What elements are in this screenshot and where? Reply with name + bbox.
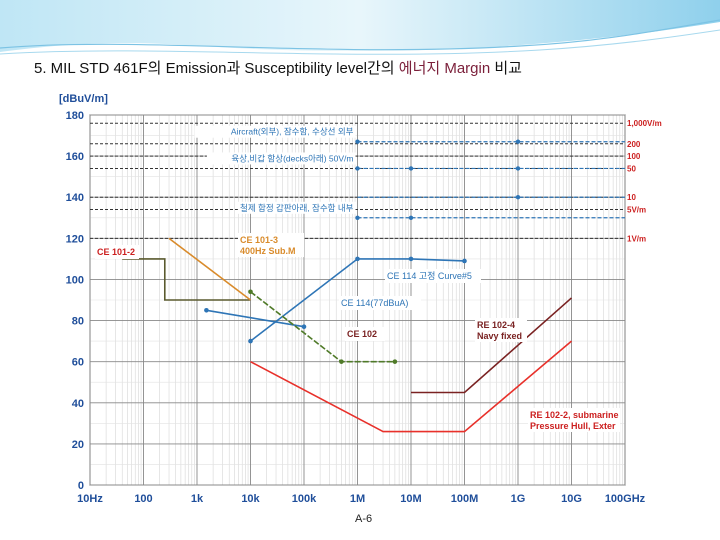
series-label-bg xyxy=(345,327,385,341)
series-label-bg xyxy=(238,233,304,257)
slide-title: 5. MIL STD 461F의 Emission과 Susceptibilit… xyxy=(34,57,522,78)
series-label-bg xyxy=(475,318,527,342)
y-tick-label: 0 xyxy=(78,480,84,492)
series-label-bg xyxy=(528,408,620,432)
series-point xyxy=(355,256,360,262)
x-tick-label: 10Hz xyxy=(77,493,103,505)
x-tick-label: 1k xyxy=(191,493,204,505)
threshold-label: 50 xyxy=(627,164,636,173)
series-line xyxy=(250,340,573,433)
y-tick-label: 180 xyxy=(66,110,84,122)
rs103-level-point xyxy=(408,215,414,220)
series-label: RE 102-2, submarine xyxy=(530,410,619,420)
rs103-level-label: Aircraft(외부), 잠수함, 수상선 외부 xyxy=(231,127,354,137)
y-axis-label: [dBuV/m] xyxy=(59,93,108,105)
series-label: CE 101-2 xyxy=(97,247,135,257)
title-highlight: 에너지 Margin xyxy=(398,60,491,77)
y-tick-label: 20 xyxy=(72,439,84,451)
series-point xyxy=(392,359,398,364)
header-wave-decoration xyxy=(0,0,720,55)
series-label: Navy fixed xyxy=(477,331,522,341)
series-point xyxy=(301,324,307,330)
x-tick-label: 100k xyxy=(292,493,317,505)
series-label: 400Hz Sub.M xyxy=(240,246,296,256)
rs103-level-point xyxy=(408,166,414,171)
y-tick-label: 80 xyxy=(72,316,84,328)
series-point xyxy=(204,307,209,313)
series-line xyxy=(250,258,465,342)
series-label-bg xyxy=(95,245,139,259)
rs103-level-point xyxy=(515,166,521,171)
rs103-level-point xyxy=(355,166,360,171)
y-tick-label: 160 xyxy=(66,151,84,163)
x-tick-label: 10M xyxy=(400,493,421,505)
y-tick-label: 140 xyxy=(66,192,84,204)
rs103-label-bg xyxy=(206,152,356,165)
series-label: CE 114 고정 Curve#5 xyxy=(387,271,472,281)
series-line xyxy=(122,258,251,301)
rs103-label-bg xyxy=(194,125,356,138)
threshold-label: 100 xyxy=(627,152,641,161)
rs103-label-bg xyxy=(237,201,356,214)
threshold-label: 5V/m xyxy=(627,206,646,215)
series-label-bg xyxy=(339,296,421,310)
threshold-label: 200 xyxy=(627,140,641,149)
rs103-level-label: 육상,비갑 함상(decks아래) 50V/m xyxy=(231,153,353,163)
series-line xyxy=(168,237,251,301)
title-part-3: 비교 xyxy=(490,60,522,77)
rs103-level-label: 철제 함정 갑판아래, 잠수함 내부 xyxy=(240,203,354,213)
x-tick-label: 1G xyxy=(511,493,526,505)
series-point xyxy=(248,289,253,295)
series-point xyxy=(248,338,253,344)
x-tick-label: 10G xyxy=(561,493,582,505)
series-point xyxy=(462,258,467,264)
threshold-label: 10 xyxy=(627,193,636,202)
y-tick-label: 100 xyxy=(66,274,84,286)
x-tick-label: 1M xyxy=(350,493,365,505)
series-label: RE 102-4 xyxy=(477,320,515,330)
rs103-level-point xyxy=(515,195,521,200)
series-point xyxy=(339,359,344,364)
emission-susceptibility-chart: 10Hz 100 1k 10k 100k 1M 10M 100M 1G 10G 100GHz 0 20 4… xyxy=(55,88,690,516)
series-label: CE 114(77dBuA) xyxy=(341,298,408,308)
series-line xyxy=(411,297,573,394)
x-tick-label: 100M xyxy=(451,493,479,505)
series-line xyxy=(206,309,305,328)
title-part-1: 5. MIL STD 461F의 Emission과 Susceptibilit… xyxy=(34,60,399,77)
threshold-label: 1V/m xyxy=(627,234,646,243)
y-tick-label: 120 xyxy=(66,233,84,245)
series-label: Pressure Hull, Exter xyxy=(530,421,616,431)
x-tick-label: 100 xyxy=(134,493,152,505)
series-point xyxy=(408,256,414,262)
rs103-level-point xyxy=(515,139,521,144)
page-number: A-6 xyxy=(355,513,373,525)
rs103-level-point xyxy=(355,215,360,220)
rs103-level-point xyxy=(355,139,360,144)
series-label-bg xyxy=(385,269,481,283)
y-tick-label: 60 xyxy=(72,357,84,369)
series-label: CE 102 xyxy=(347,329,377,339)
y-tick-label: 40 xyxy=(72,398,84,410)
series-label: CE 101-3 xyxy=(240,235,278,245)
x-tick-label: 100GHz xyxy=(605,493,646,505)
threshold-label: 1,000V/m xyxy=(627,119,662,128)
x-tick-label: 10k xyxy=(241,493,260,505)
